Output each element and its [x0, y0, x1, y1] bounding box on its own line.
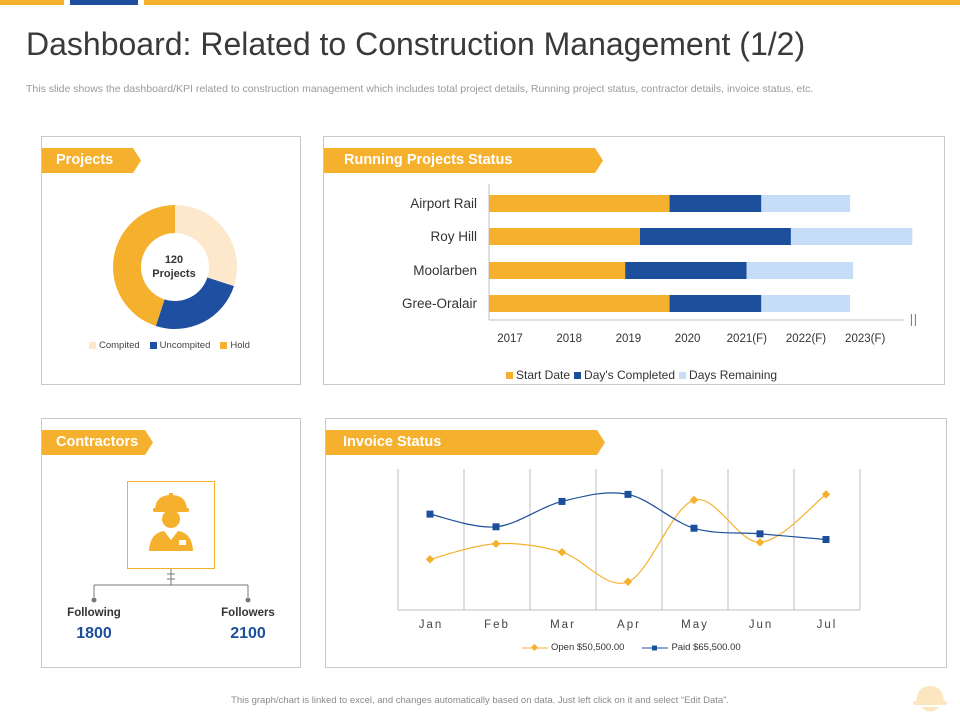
running-legend: Start Date Day's Completed Days Remainin…	[506, 368, 787, 382]
legend-swatch-hold	[220, 342, 228, 349]
line-x-tick-label: Jul	[817, 619, 838, 631]
bar-day-s-completed-gree-oralair	[669, 295, 762, 312]
invoice-line-chart: Jan Feb Mar Apr May Jun Jul	[397, 469, 861, 631]
legend-swatch-start-date	[506, 371, 513, 379]
hard-hat-watermark-icon	[913, 686, 947, 712]
bar-start-date-roy-hill	[489, 228, 640, 245]
contractors-panel: Contractors Following 1800 Followers 210…	[41, 418, 301, 668]
page-title: Dashboard: Related to Construction Manag…	[26, 26, 806, 62]
bar-x-tick-label: 2022(F)	[786, 333, 826, 345]
bar-x-tick-label: 2021(F)	[727, 333, 767, 345]
line-point-open-50-500-00-jan	[425, 554, 435, 564]
legend-days-completed: Day's Completed	[584, 368, 676, 382]
legend-compited: Compited	[99, 340, 140, 351]
line-point-paid-65-500-00-jan	[426, 510, 434, 518]
invoice-legend: Open $50,500.00 Paid $65,500.00	[522, 642, 751, 653]
projects-donut-chart	[113, 205, 237, 329]
legend-open: Open $50,500.00	[551, 642, 625, 653]
bar-day-s-completed-moolarben	[625, 262, 747, 279]
legend-paid-marker	[642, 645, 669, 650]
bar-x-tick-label: 2020	[675, 333, 701, 345]
line-point-open-50-500-00-feb	[491, 539, 501, 548]
bar-start-date-gree-oralair	[489, 295, 670, 312]
projects-legend: Compited Uncompited Hold	[89, 340, 260, 351]
line-x-tick-label: Apr	[617, 619, 641, 631]
footer-note: This graph/chart is linked to excel, and…	[231, 695, 729, 706]
line-x-tick-label: Feb	[484, 619, 510, 631]
bar-x-tick-label: 2018	[556, 333, 582, 345]
bar-category-label: Airport Rail	[410, 196, 477, 211]
legend-paid: Paid $65,500.00	[671, 642, 741, 653]
line-x-tick-label: Jun	[749, 619, 774, 631]
bar-day-s-completed-roy-hill	[639, 228, 791, 245]
bar-days-remaining-moolarben	[746, 262, 854, 279]
legend-open-marker	[522, 643, 548, 651]
bar-category-label: Moolarben	[413, 263, 477, 278]
bar-days-remaining-roy-hill	[790, 228, 913, 245]
legend-swatch-compited	[89, 342, 96, 349]
contractor-icon-box	[127, 481, 215, 569]
line-x-tick-label: May	[681, 619, 709, 631]
running-projects-panel: Running Projects Status Airport Rail Roy …	[323, 136, 945, 385]
top-accent-bar	[0, 0, 960, 5]
line-x-tick-label: Mar	[550, 619, 576, 631]
line-series-paid-65-500-00	[429, 492, 827, 541]
line-point-paid-65-500-00-may	[690, 524, 698, 532]
legend-start-date: Start Date	[516, 368, 571, 382]
line-series-open-50-500-00	[429, 493, 827, 584]
running-projects-bar-chart: Airport Rail Roy Hill Moolarben Gree-Oralai…	[402, 184, 916, 345]
bar-day-s-completed-airport-rail	[669, 195, 762, 212]
line-point-open-50-500-00-apr	[623, 577, 633, 587]
legend-swatch-days-remaining	[679, 371, 687, 379]
followers-label: Followers	[221, 607, 275, 619]
line-point-paid-65-500-00-mar	[558, 497, 566, 505]
bar-x-tick-label: 2023(F)	[845, 333, 885, 345]
followers-value: 2100	[230, 625, 266, 642]
legend-swatch-days-completed	[574, 371, 582, 379]
bar-start-date-moolarben	[489, 262, 626, 279]
donut-slice-compited	[175, 205, 237, 287]
donut-center-label: Projects	[152, 268, 196, 280]
bar-category-label: Roy Hill	[430, 229, 477, 244]
bar-start-date-airport-rail	[489, 195, 670, 212]
bar-days-remaining-gree-oralair	[761, 295, 851, 312]
invoice-status-panel: Invoice Status Jan Feb Mar Apr May Jun Jul Ope…	[325, 418, 947, 668]
bar-x-tick-label: 2017	[497, 333, 523, 345]
line-point-paid-65-500-00-jul	[822, 536, 830, 543]
contractors-ribbon: Contractors	[42, 430, 153, 455]
running-projects-ribbon: Running Projects Status	[324, 148, 603, 173]
bar-days-remaining-airport-rail	[761, 195, 851, 212]
legend-uncompited: Uncompited	[159, 340, 211, 351]
line-point-paid-65-500-00-jun	[756, 530, 764, 538]
legend-swatch-uncompited	[149, 342, 157, 349]
line-point-open-50-500-00-may	[689, 495, 699, 505]
line-point-paid-65-500-00-apr	[624, 490, 632, 498]
projects-panel: Projects 120 Projects Compited Uncompite…	[41, 136, 301, 385]
invoice-status-ribbon: Invoice Status	[326, 430, 605, 455]
donut-slice-hold	[113, 205, 175, 326]
donut-slice-uncompited	[155, 277, 234, 329]
contractor-connector	[91, 569, 251, 603]
line-point-paid-65-500-00-feb	[492, 523, 500, 531]
bar-category-label: Gree-Oralair	[402, 296, 478, 311]
following-label: Following	[67, 607, 121, 619]
line-point-open-50-500-00-jun	[755, 538, 765, 547]
line-point-open-50-500-00-mar	[557, 547, 567, 557]
bar-x-tick-label: 2019	[616, 333, 642, 345]
donut-center-count: 120	[164, 254, 184, 266]
page-subtitle: This slide shows the dashboard/KPI relat…	[26, 83, 814, 95]
following-value: 1800	[76, 625, 112, 642]
construction-worker-icon	[149, 493, 193, 551]
line-x-tick-label: Jan	[419, 619, 444, 631]
legend-hold: Hold	[230, 340, 250, 351]
legend-days-remaining: Days Remaining	[689, 368, 778, 382]
projects-ribbon: Projects	[42, 148, 141, 173]
